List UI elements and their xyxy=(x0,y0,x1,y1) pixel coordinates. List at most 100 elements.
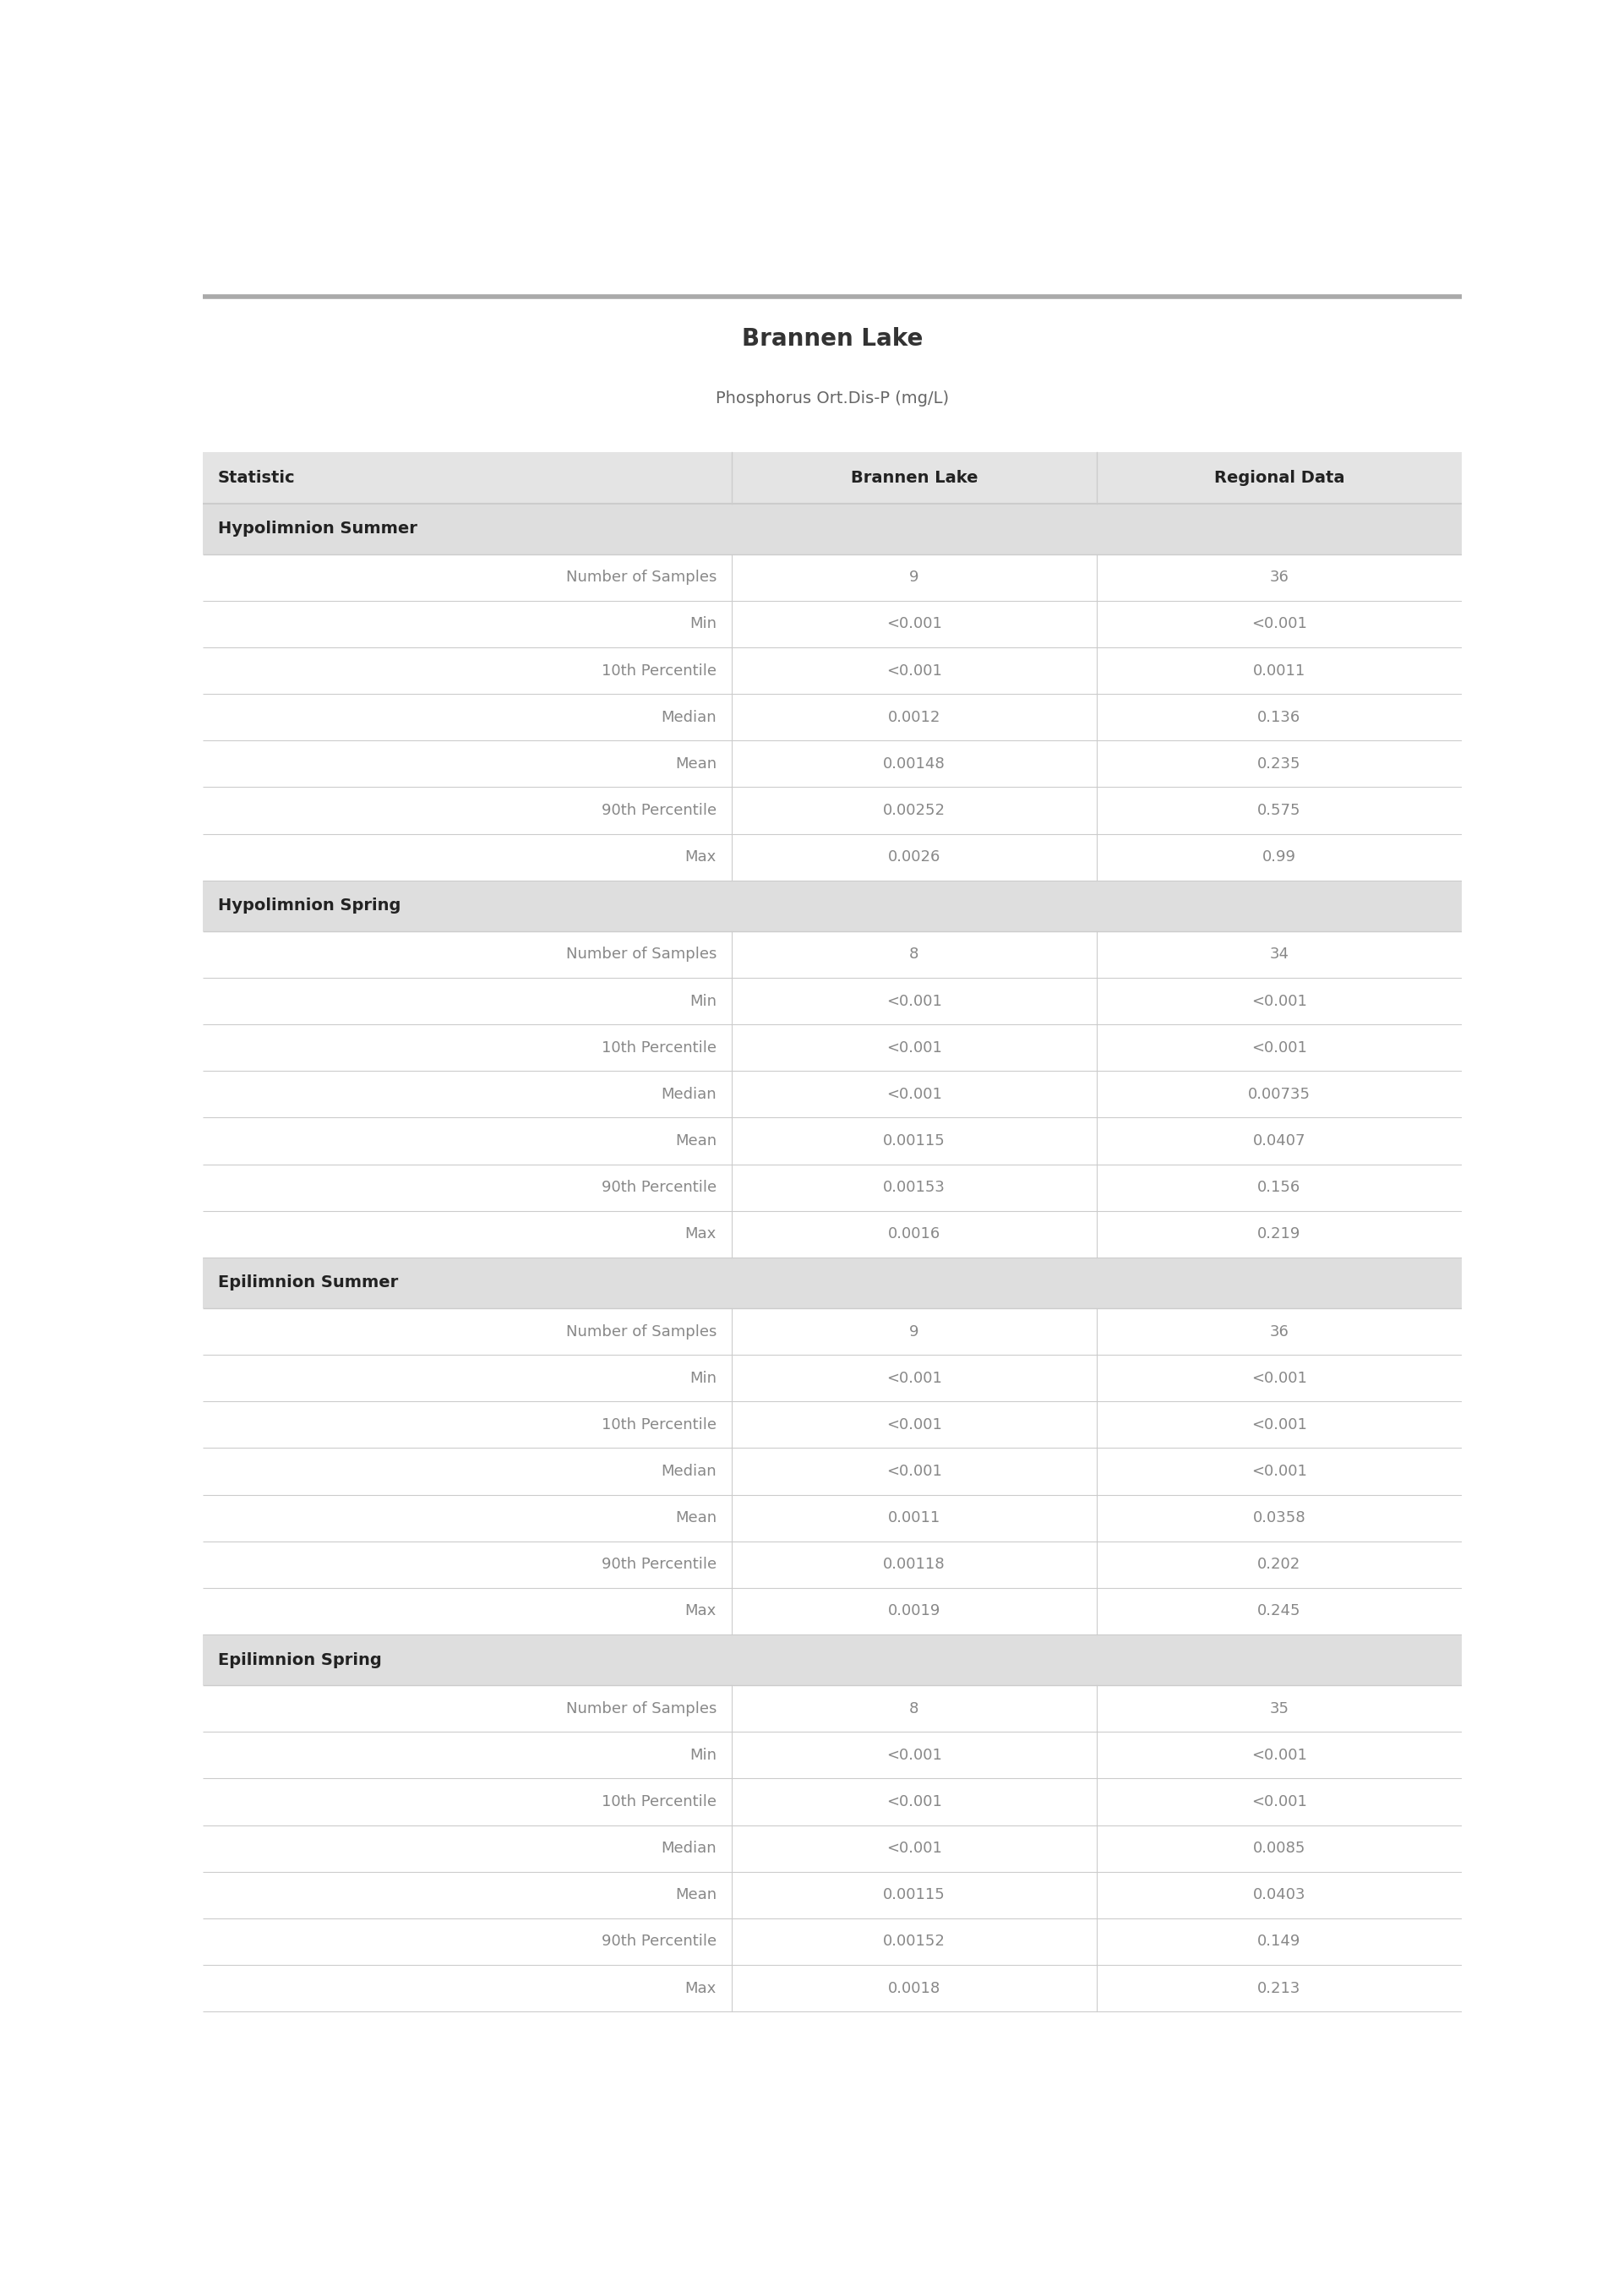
Bar xyxy=(203,1308,1462,1355)
Text: Hypolimnion Spring: Hypolimnion Spring xyxy=(218,897,401,915)
Bar xyxy=(203,1024,1462,1071)
Bar xyxy=(203,1777,1462,1825)
Text: <0.001: <0.001 xyxy=(887,1793,942,1809)
Bar xyxy=(203,1210,1462,1258)
Text: 9: 9 xyxy=(909,570,919,586)
Text: 0.0403: 0.0403 xyxy=(1252,1886,1306,1902)
Bar xyxy=(203,647,1462,695)
Bar xyxy=(203,1634,1462,1684)
Text: 90th Percentile: 90th Percentile xyxy=(601,1557,716,1573)
Bar xyxy=(203,602,1462,647)
Text: 35: 35 xyxy=(1270,1700,1289,1716)
Text: 0.00115: 0.00115 xyxy=(883,1886,945,1902)
Text: 0.235: 0.235 xyxy=(1257,756,1301,772)
Text: Mean: Mean xyxy=(676,1510,716,1525)
Text: <0.001: <0.001 xyxy=(887,1040,942,1056)
Text: 36: 36 xyxy=(1270,1323,1289,1339)
Bar xyxy=(203,978,1462,1024)
Text: Number of Samples: Number of Samples xyxy=(565,947,716,962)
Text: 8: 8 xyxy=(909,1700,919,1716)
Text: Min: Min xyxy=(690,1748,716,1764)
Bar xyxy=(203,1117,1462,1165)
Text: Min: Min xyxy=(690,617,716,631)
Text: <0.001: <0.001 xyxy=(887,1416,942,1432)
Bar xyxy=(203,1165,1462,1210)
Text: Min: Min xyxy=(690,994,716,1008)
Text: Regional Data: Regional Data xyxy=(1213,470,1345,486)
Text: <0.001: <0.001 xyxy=(1250,1464,1307,1480)
Text: 0.0026: 0.0026 xyxy=(888,849,940,865)
Text: <0.001: <0.001 xyxy=(887,1464,942,1480)
Text: 0.156: 0.156 xyxy=(1257,1180,1301,1194)
Text: <0.001: <0.001 xyxy=(1250,994,1307,1008)
Bar xyxy=(203,833,1462,881)
Bar xyxy=(203,554,1462,602)
Text: Phosphorus Ort.Dis-P (mg/L): Phosphorus Ort.Dis-P (mg/L) xyxy=(716,390,948,406)
Bar xyxy=(203,695,1462,740)
Text: 0.00152: 0.00152 xyxy=(883,1934,945,1950)
Text: 0.99: 0.99 xyxy=(1262,849,1296,865)
Text: Epilimnion Spring: Epilimnion Spring xyxy=(218,1653,382,1668)
Bar xyxy=(203,740,1462,788)
Text: 0.149: 0.149 xyxy=(1257,1934,1301,1950)
Text: 0.00735: 0.00735 xyxy=(1247,1087,1311,1101)
Bar xyxy=(203,1825,1462,1873)
Bar xyxy=(203,1401,1462,1448)
Bar xyxy=(203,1258,1462,1308)
Text: <0.001: <0.001 xyxy=(1250,1416,1307,1432)
Text: Mean: Mean xyxy=(676,756,716,772)
Bar xyxy=(203,1966,1462,2011)
Text: 0.00118: 0.00118 xyxy=(883,1557,945,1573)
Text: 0.0011: 0.0011 xyxy=(1252,663,1306,679)
Bar xyxy=(203,452,1462,504)
Text: Max: Max xyxy=(685,849,716,865)
Text: <0.001: <0.001 xyxy=(887,994,942,1008)
Text: Statistic: Statistic xyxy=(218,470,296,486)
Text: 0.0019: 0.0019 xyxy=(888,1603,940,1619)
Text: <0.001: <0.001 xyxy=(887,1087,942,1101)
Text: Epilimnion Summer: Epilimnion Summer xyxy=(218,1276,398,1292)
Text: 90th Percentile: 90th Percentile xyxy=(601,1180,716,1194)
Text: 10th Percentile: 10th Percentile xyxy=(601,1040,716,1056)
Text: 0.0012: 0.0012 xyxy=(888,711,940,724)
Bar xyxy=(203,1494,1462,1541)
Text: 0.0018: 0.0018 xyxy=(888,1982,940,1995)
Text: 0.00148: 0.00148 xyxy=(883,756,945,772)
Text: <0.001: <0.001 xyxy=(887,617,942,631)
Text: 9: 9 xyxy=(909,1323,919,1339)
Text: Number of Samples: Number of Samples xyxy=(565,570,716,586)
Text: 36: 36 xyxy=(1270,570,1289,586)
Text: 0.0358: 0.0358 xyxy=(1252,1510,1306,1525)
Text: Median: Median xyxy=(661,1464,716,1480)
Bar xyxy=(203,881,1462,931)
Text: Max: Max xyxy=(685,1603,716,1619)
Text: Median: Median xyxy=(661,1841,716,1857)
Text: 0.245: 0.245 xyxy=(1257,1603,1301,1619)
Bar xyxy=(203,504,1462,554)
Text: Number of Samples: Number of Samples xyxy=(565,1323,716,1339)
Text: 10th Percentile: 10th Percentile xyxy=(601,1416,716,1432)
Text: 0.00252: 0.00252 xyxy=(883,804,945,817)
Text: <0.001: <0.001 xyxy=(1250,1371,1307,1385)
Text: <0.001: <0.001 xyxy=(887,1371,942,1385)
Text: 0.0407: 0.0407 xyxy=(1252,1133,1306,1149)
Bar xyxy=(203,1355,1462,1401)
Text: <0.001: <0.001 xyxy=(887,1841,942,1857)
Text: 0.0085: 0.0085 xyxy=(1252,1841,1306,1857)
Text: 90th Percentile: 90th Percentile xyxy=(601,804,716,817)
Text: <0.001: <0.001 xyxy=(1250,1793,1307,1809)
Bar xyxy=(203,1589,1462,1634)
Text: Hypolimnion Summer: Hypolimnion Summer xyxy=(218,520,417,536)
Text: <0.001: <0.001 xyxy=(887,1748,942,1764)
Text: Mean: Mean xyxy=(676,1133,716,1149)
Bar xyxy=(203,1071,1462,1117)
Text: 0.0011: 0.0011 xyxy=(888,1510,940,1525)
Text: <0.001: <0.001 xyxy=(1250,1040,1307,1056)
Text: <0.001: <0.001 xyxy=(887,663,942,679)
Text: Brannen Lake: Brannen Lake xyxy=(851,470,978,486)
Text: Median: Median xyxy=(661,711,716,724)
Bar xyxy=(203,788,1462,833)
Text: 0.00115: 0.00115 xyxy=(883,1133,945,1149)
Text: Median: Median xyxy=(661,1087,716,1101)
Text: Mean: Mean xyxy=(676,1886,716,1902)
